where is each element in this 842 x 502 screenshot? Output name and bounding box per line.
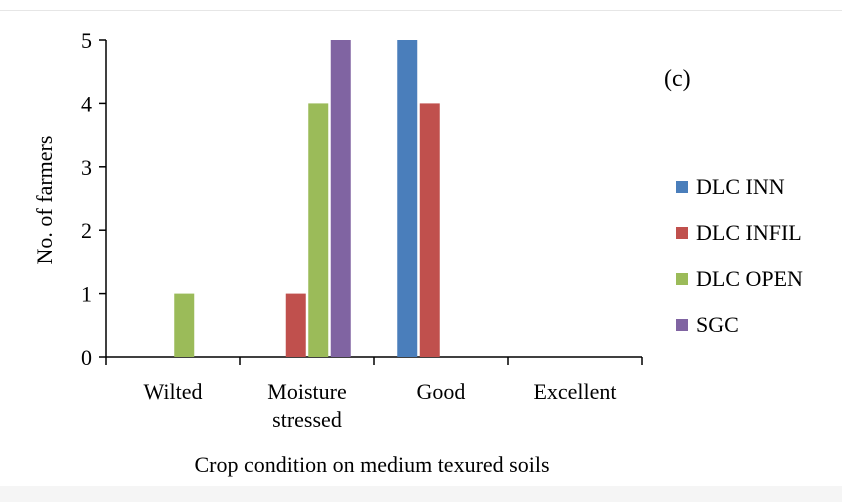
top-divider [0, 10, 842, 11]
y-tick-label: 4 [81, 91, 92, 116]
legend-swatch [676, 181, 688, 193]
x-tick-label: Moisture [267, 379, 346, 404]
x-axis-title: Crop condition on medium texured soils [194, 452, 549, 477]
legend: DLC INN DLC INFIL DLC OPEN SGC [676, 174, 803, 337]
y-tick-label: 1 [81, 282, 92, 307]
bar-dlc-open [174, 293, 195, 357]
x-category-label: Excellent [533, 379, 616, 404]
legend-label: DLC INN [696, 174, 785, 199]
y-axis: 0 1 2 3 4 5 [81, 28, 107, 370]
legend-label: DLC INFIL [696, 220, 802, 245]
x-tick-label: Wilted [144, 379, 203, 404]
bottom-strip [0, 486, 842, 502]
y-tick-label: 2 [81, 218, 92, 243]
bar-dlc-infil [285, 293, 306, 357]
bar-dlc-open [308, 103, 329, 358]
legend-label: SGC [696, 312, 739, 337]
y-tick-label: 5 [81, 28, 92, 53]
x-tick-label: Excellent [533, 379, 616, 404]
x-category-label: Wilted [144, 379, 203, 404]
y-axis-title: No. of farmers [32, 136, 57, 265]
legend-item: SGC [676, 312, 739, 337]
legend-label: DLC OPEN [696, 266, 803, 291]
legend-item: DLC INFIL [676, 220, 802, 245]
x-axis: Wilted Moisture stressed Good Excellent [105, 356, 643, 432]
x-category-label: Moisture stressed [267, 379, 346, 432]
legend-item: DLC OPEN [676, 266, 803, 291]
legend-swatch [676, 319, 688, 331]
bar-sgc [330, 40, 351, 357]
panel-label: (c) [664, 66, 691, 92]
x-category-label: Good [417, 379, 466, 404]
y-tick-label: 0 [81, 345, 92, 370]
bar-dlc-infil [419, 103, 440, 358]
bars [174, 40, 440, 358]
x-tick-label: Good [417, 379, 466, 404]
legend-swatch [676, 273, 688, 285]
legend-swatch [676, 227, 688, 239]
legend-item: DLC INN [676, 174, 785, 199]
bar-dlc-inn [397, 40, 418, 357]
x-tick-label: stressed [272, 407, 342, 432]
y-tick-label: 3 [81, 155, 92, 180]
